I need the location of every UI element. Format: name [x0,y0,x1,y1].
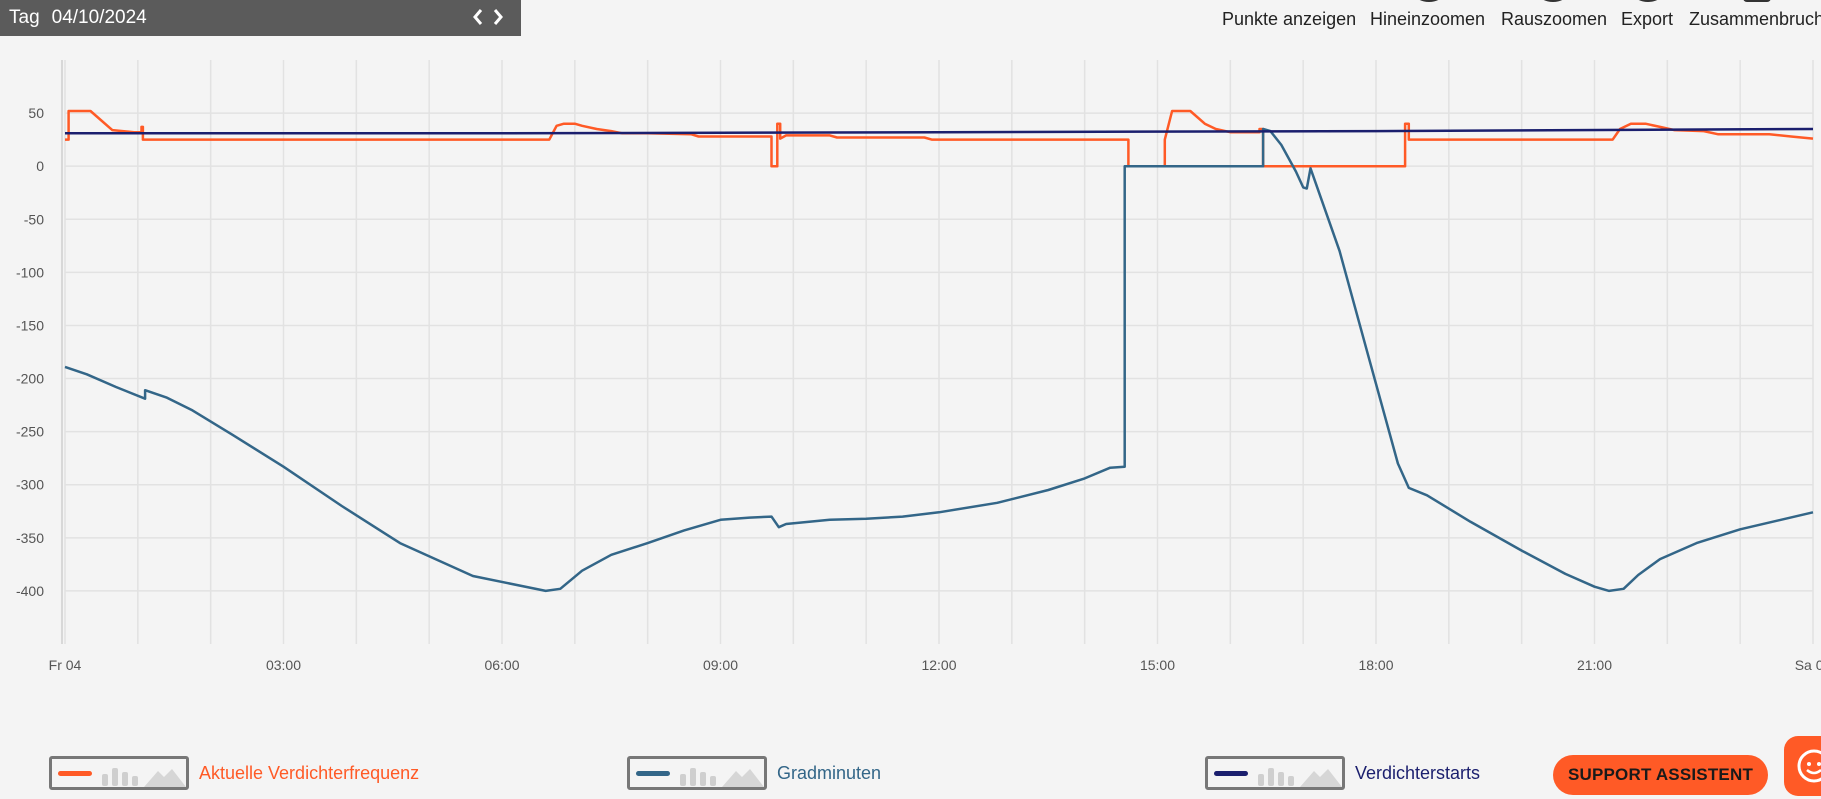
chart-toolbar: Punkte anzeigen Hineinzoomen Rauszoomen … [1101,0,1821,36]
x-tick-label: Sa 05 [1795,657,1821,673]
chat-button[interactable] [1784,736,1821,796]
legend-label: Gradminuten [777,762,882,783]
legend-label: Verdichterstarts [1355,762,1481,783]
x-tick-label: 12:00 [921,657,956,673]
y-tick-label: 50 [28,105,44,121]
chevron-left-icon [473,9,483,25]
legend-label: Aktuelle Verdichterfrequenz [199,762,420,783]
y-tick-label: -150 [16,317,44,333]
y-tick-label: -300 [16,477,44,493]
area-chart-icon [144,769,186,787]
date-selector-bar: Tag 04/10/2024 [0,0,521,36]
export-button[interactable]: Export [1621,0,1675,30]
series-line-aktuelle-verdichterfrequenz [65,109,1814,168]
zoom-out-icon [1539,0,1567,2]
export-icon [1634,0,1662,2]
legend-item[interactable]: Verdichterstarts [1205,753,1480,793]
show-points-label: Punkte anzeigen [1222,9,1357,29]
x-tick-label: 15:00 [1140,657,1175,673]
bar-chart-icon [680,768,716,786]
legend-item[interactable]: Aktuelle Verdichterfrequenz [49,753,419,793]
x-tick-label: 03:00 [266,657,301,673]
x-tick-label: 09:00 [703,657,738,673]
period-label[interactable]: Tag [9,7,40,28]
support-assistant-button[interactable]: SUPPORT ASSISTENT [1553,755,1768,795]
chevron-right-icon [493,9,503,25]
y-tick-label: -100 [16,264,44,280]
y-tick-label: 0 [36,158,44,174]
legend-toggle-box[interactable] [49,756,189,790]
x-tick-label: 18:00 [1358,657,1393,673]
x-tick-label: 21:00 [1577,657,1612,673]
show-points-button[interactable]: Punkte anzeigen [1222,0,1367,30]
area-chart-icon [1300,769,1342,787]
y-tick-label: -200 [16,371,44,387]
y-tick-label: -250 [16,424,44,440]
bar-chart-icon [1258,768,1294,786]
zoom-in-icon [1415,0,1443,2]
zoom-in-label: Hineinzoomen [1370,9,1486,29]
collapse-label: Zusammenbruch [1689,9,1821,29]
export-label: Export [1621,9,1674,29]
area-chart-icon [722,769,764,787]
selected-date[interactable]: 04/10/2024 [51,7,147,28]
bar-chart-icon [102,768,138,786]
series-line-verdichterstarts [65,127,1814,135]
support-assistant-label: SUPPORT ASSISTENT [1567,765,1754,784]
y-tick-label: -400 [16,583,44,599]
y-tick-label: -50 [24,211,44,227]
legend-item[interactable]: Gradminuten [627,753,881,793]
collapse-icon [1742,0,1771,2]
legend-line-swatch [58,771,92,776]
next-day-button[interactable] [488,4,508,30]
line-chart: 50 0 -50 -100 -150 -200 -250 -300 -350 -400 Fr 04 0… [16,60,1821,673]
collapse-button[interactable]: Zusammenbruch [1689,0,1821,30]
legend-line-swatch [636,771,670,776]
legend-toggle-box[interactable] [627,756,767,790]
zoom-in-button[interactable]: Hineinzoomen [1370,0,1488,30]
x-tick-label: Fr 04 [49,657,82,673]
legend-toggle-box[interactable] [1205,756,1345,790]
chat-bubble-icon [1797,749,1821,783]
previous-day-button[interactable] [468,4,488,30]
series-line-gradminuten [64,127,1814,593]
x-tick-label: 06:00 [484,657,519,673]
zoom-out-button[interactable]: Rauszoomen [1501,0,1608,30]
zoom-out-label: Rauszoomen [1501,9,1608,29]
y-tick-label: -350 [16,530,44,546]
legend-line-swatch [1214,771,1248,776]
